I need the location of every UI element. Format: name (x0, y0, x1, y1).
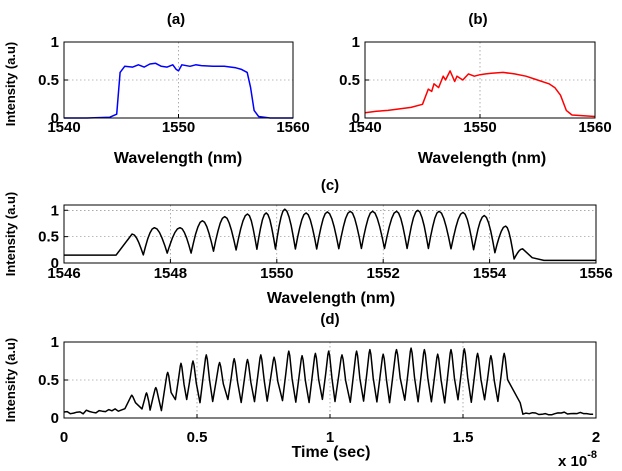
panel-a-title: (a) (167, 11, 185, 28)
y-tick-label: 0.5 (38, 229, 59, 246)
y-tick-label: 0 (51, 110, 59, 127)
panel-b: (b) 1540 1550 1560 0 0.5 1 Wavelength (nm) (339, 11, 612, 167)
x-tick-label: 1556 (579, 265, 612, 282)
x-tick-label: 2 (592, 429, 600, 446)
panel-d-xlabel: Time (sec) (292, 444, 371, 461)
panel-c-ylabel: Intensity (a.u) (3, 192, 18, 277)
panel-d: (d) 0 0.5 1 1.5 2 0 0.5 1 Time (sec) Intensity … (3, 311, 600, 470)
panel-a-ticks: 1540 1550 1560 0 0.5 1 (38, 34, 310, 136)
x-tick-label: 1540 (348, 119, 381, 136)
y-tick-label: 1 (51, 202, 59, 219)
panel-a: (a) 1540 1550 1560 0 0.5 1 Wavelength (nm) In… (3, 11, 310, 167)
panel-d-ylabel: Intensity (a.u) (3, 338, 18, 423)
panel-c-title: (c) (321, 177, 339, 194)
x-tick-label: 1550 (260, 265, 293, 282)
x-tick-label: 1540 (47, 119, 80, 136)
panel-c-grid (64, 205, 596, 263)
y-tick-label: 0 (352, 110, 360, 127)
y-tick-label: 0.5 (38, 372, 59, 389)
panel-b-title: (b) (468, 11, 487, 28)
y-tick-label: 1 (352, 34, 360, 51)
x-tick-label: 1552 (367, 265, 400, 282)
x-tick-label: 1560 (578, 119, 611, 136)
x-tick-label: 1548 (154, 265, 187, 282)
y-tick-label: 0 (51, 255, 59, 272)
x-tick-label: 1560 (276, 119, 309, 136)
x-tick-label: 1.5 (453, 429, 474, 446)
panel-a-ylabel: Intensity (a.u) (3, 42, 18, 127)
panel-a-series-line (64, 62, 293, 119)
x-tick-label: 1550 (463, 119, 496, 136)
panel-b-ticks: 1540 1550 1560 0 0.5 1 (339, 34, 612, 136)
y-tick-label: 1 (51, 334, 59, 351)
panel-b-xlabel: Wavelength (nm) (418, 150, 546, 167)
x-tick-label: 1554 (473, 265, 507, 282)
x-tick-label: 1 (326, 429, 334, 446)
y-tick-label: 1 (51, 34, 59, 51)
x-tick-label: 1546 (47, 265, 80, 282)
y-tick-label: 0.5 (38, 72, 59, 89)
panel-b-grid (365, 42, 595, 118)
panel-c-ticks: 1546 1548 1550 1552 1554 1556 0 0.5 1 (38, 202, 613, 282)
panel-d-grid (64, 342, 596, 418)
panel-a-xlabel: Wavelength (nm) (114, 150, 242, 167)
panel-d-title: (d) (320, 311, 339, 328)
panel-c: (c) 1546 1548 1550 1552 1554 1556 0 0.5 1 Wavele… (3, 177, 613, 307)
panel-d-x-multiplier: x 10-8 (558, 449, 597, 470)
panel-d-series-line (63, 347, 594, 416)
x-tick-label: 0 (60, 429, 68, 446)
panel-d-ticks: 0 0.5 1 1.5 2 0 0.5 1 (38, 334, 600, 446)
y-tick-label: 0 (51, 410, 59, 427)
x-tick-label: 1550 (162, 119, 195, 136)
x-tick-label: 0.5 (187, 429, 208, 446)
panel-c-xlabel: Wavelength (nm) (267, 290, 395, 307)
panel-c-series-line (64, 208, 596, 262)
panel-a-grid (64, 42, 293, 118)
panel-c-axes-frame (63, 204, 597, 264)
y-tick-label: 0.5 (339, 72, 360, 89)
panel-b-series-line (364, 70, 596, 118)
